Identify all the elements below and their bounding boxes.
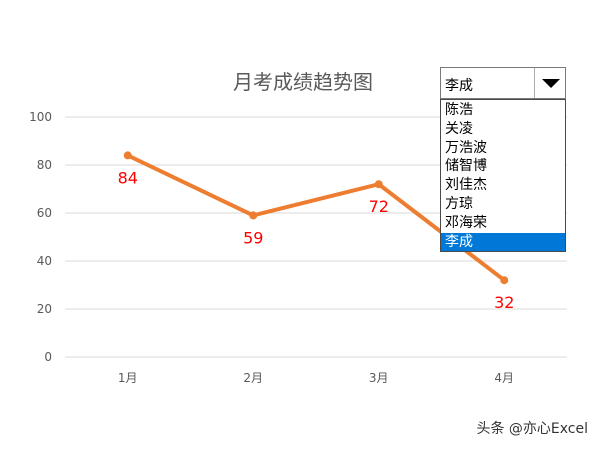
watermark: 头条 @亦心Excel xyxy=(476,421,588,437)
y-tick-label: 100 xyxy=(29,110,52,124)
y-tick-label: 0 xyxy=(44,350,52,364)
x-tick-label: 2月 xyxy=(243,371,263,385)
data-point xyxy=(500,276,509,285)
y-tick-label: 40 xyxy=(37,254,52,268)
selector-value: 李成 xyxy=(445,78,473,94)
chevron-down-icon xyxy=(542,79,560,88)
y-tick-label: 20 xyxy=(37,302,52,316)
x-axis-ticks: 1月 2月 3月 4月 xyxy=(118,371,514,385)
student-selector[interactable]: 李成 xyxy=(440,67,566,99)
data-points xyxy=(123,151,509,285)
data-label: 59 xyxy=(243,228,263,247)
data-point xyxy=(374,180,383,189)
selector-option[interactable]: 万浩波 xyxy=(445,139,487,156)
selector-options: 陈浩关凌万浩波储智博刘佳杰 方琼邓海荣 李成 xyxy=(440,99,566,252)
x-tick-label: 1月 xyxy=(118,371,138,385)
data-point xyxy=(123,151,132,160)
selector-option[interactable]: 李成 xyxy=(441,232,565,252)
y-tick-label: 80 xyxy=(37,158,52,172)
data-labels: 84 59 72 32 xyxy=(118,168,515,312)
chart-title: 月考成绩趋势图 xyxy=(233,70,373,94)
y-axis-ticks: 0 20 40 60 80 100 xyxy=(29,110,52,364)
selector-option[interactable]: 关凌 xyxy=(445,120,473,137)
selector-option[interactable]: 邓海荣 xyxy=(445,214,487,231)
data-point xyxy=(249,211,258,220)
x-tick-label: 3月 xyxy=(369,371,389,385)
data-label: 84 xyxy=(118,168,138,187)
data-label: 72 xyxy=(369,197,389,216)
x-tick-label: 4月 xyxy=(494,371,514,385)
selector-option[interactable]: 方琼 xyxy=(445,195,473,212)
selector-option[interactable]: 陈浩 xyxy=(445,102,473,118)
dropdown-button[interactable] xyxy=(534,68,565,98)
data-label: 32 xyxy=(494,293,514,312)
y-tick-label: 60 xyxy=(37,206,52,220)
selector-option[interactable]: 刘佳杰 xyxy=(445,177,487,194)
selector-option[interactable]: 储智博 xyxy=(445,158,487,175)
